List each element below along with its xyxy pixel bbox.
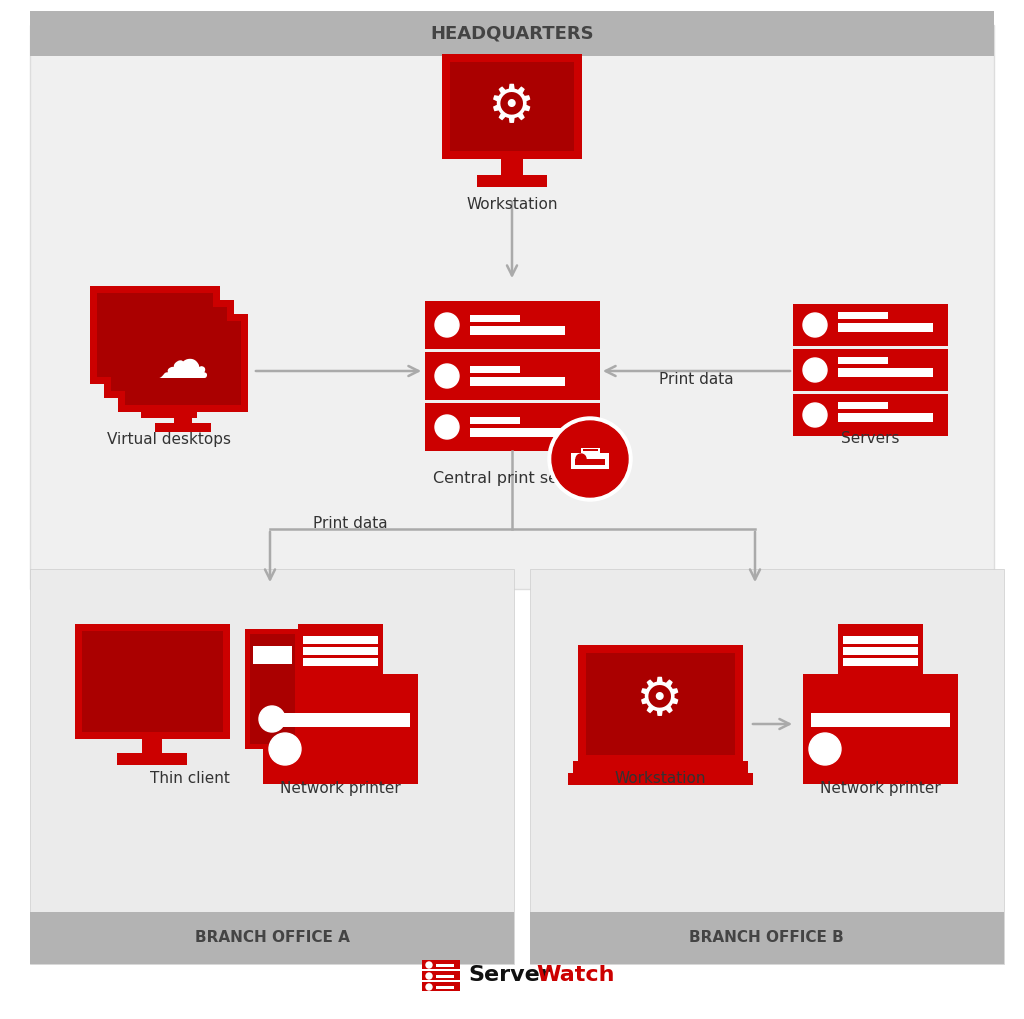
- Polygon shape: [843, 658, 918, 666]
- Polygon shape: [793, 304, 948, 346]
- Polygon shape: [811, 713, 950, 727]
- Polygon shape: [303, 636, 378, 644]
- Polygon shape: [117, 753, 187, 765]
- Text: Servers: Servers: [841, 431, 899, 446]
- Circle shape: [548, 417, 632, 501]
- Polygon shape: [838, 403, 888, 409]
- Polygon shape: [450, 62, 574, 151]
- Text: Virtual desktops: Virtual desktops: [106, 432, 231, 447]
- Circle shape: [259, 706, 285, 732]
- Polygon shape: [470, 315, 520, 322]
- Polygon shape: [127, 395, 183, 404]
- Circle shape: [435, 364, 459, 388]
- Polygon shape: [470, 326, 565, 335]
- Polygon shape: [843, 636, 918, 644]
- Polygon shape: [245, 629, 300, 749]
- Text: ☁: ☁: [157, 337, 209, 389]
- Polygon shape: [838, 357, 888, 364]
- Polygon shape: [501, 157, 523, 177]
- Polygon shape: [82, 631, 223, 732]
- Circle shape: [803, 358, 827, 382]
- Polygon shape: [581, 448, 600, 454]
- Polygon shape: [250, 634, 295, 744]
- Polygon shape: [118, 314, 248, 412]
- Text: BRANCH OFFICE B: BRANCH OFFICE B: [688, 930, 844, 946]
- Polygon shape: [530, 569, 1004, 964]
- Polygon shape: [436, 964, 454, 967]
- Polygon shape: [303, 658, 378, 666]
- Polygon shape: [578, 645, 743, 763]
- Polygon shape: [568, 773, 753, 785]
- Polygon shape: [253, 646, 292, 664]
- Polygon shape: [838, 368, 933, 377]
- Polygon shape: [436, 975, 454, 978]
- Polygon shape: [843, 647, 918, 655]
- Text: Thin client: Thin client: [151, 771, 230, 786]
- Polygon shape: [303, 647, 378, 655]
- Polygon shape: [146, 383, 164, 397]
- Polygon shape: [160, 397, 178, 411]
- Polygon shape: [575, 459, 605, 465]
- Polygon shape: [838, 624, 923, 676]
- Text: Network printer: Network printer: [280, 781, 400, 796]
- Polygon shape: [174, 411, 193, 425]
- Text: HEADQUARTERS: HEADQUARTERS: [430, 24, 594, 42]
- Polygon shape: [104, 300, 234, 398]
- Polygon shape: [573, 761, 748, 775]
- Circle shape: [803, 313, 827, 337]
- Polygon shape: [125, 321, 241, 405]
- Polygon shape: [470, 366, 520, 373]
- Polygon shape: [470, 428, 565, 437]
- Polygon shape: [90, 286, 220, 384]
- Polygon shape: [271, 713, 410, 727]
- Polygon shape: [263, 674, 418, 784]
- Polygon shape: [586, 653, 735, 755]
- Polygon shape: [583, 445, 598, 447]
- Polygon shape: [803, 674, 958, 784]
- Polygon shape: [422, 971, 460, 980]
- Circle shape: [435, 313, 459, 337]
- Text: Workstation: Workstation: [614, 771, 706, 786]
- Text: Print data: Print data: [658, 372, 733, 387]
- Polygon shape: [425, 403, 600, 451]
- Polygon shape: [30, 25, 994, 589]
- Polygon shape: [155, 423, 211, 432]
- Polygon shape: [571, 453, 609, 469]
- Polygon shape: [111, 307, 227, 391]
- Polygon shape: [470, 417, 520, 424]
- Polygon shape: [477, 175, 547, 187]
- Text: Watch: Watch: [536, 965, 614, 985]
- Text: Server: Server: [468, 965, 551, 985]
- Polygon shape: [97, 293, 213, 377]
- Circle shape: [552, 421, 628, 497]
- Polygon shape: [425, 352, 600, 400]
- Text: ⚙: ⚙: [488, 81, 536, 133]
- Text: Central print server: Central print server: [433, 471, 591, 486]
- Polygon shape: [583, 449, 598, 451]
- Polygon shape: [838, 323, 933, 332]
- Text: Workstation: Workstation: [466, 197, 558, 212]
- Circle shape: [435, 415, 459, 439]
- Text: BRANCH OFFICE A: BRANCH OFFICE A: [195, 930, 349, 946]
- Circle shape: [575, 454, 586, 464]
- Polygon shape: [838, 312, 888, 319]
- Polygon shape: [30, 912, 514, 964]
- Polygon shape: [422, 982, 460, 991]
- Circle shape: [803, 403, 827, 427]
- Polygon shape: [30, 569, 514, 964]
- Polygon shape: [470, 377, 565, 386]
- Text: Network printer: Network printer: [819, 781, 940, 796]
- Polygon shape: [436, 986, 454, 989]
- Polygon shape: [30, 11, 994, 56]
- Polygon shape: [793, 348, 948, 391]
- Polygon shape: [142, 738, 162, 755]
- Circle shape: [426, 962, 432, 968]
- Text: ⚙: ⚙: [636, 674, 684, 726]
- Polygon shape: [298, 624, 383, 676]
- Polygon shape: [75, 624, 230, 739]
- Circle shape: [426, 984, 432, 990]
- Polygon shape: [141, 409, 197, 418]
- Polygon shape: [583, 441, 598, 443]
- Circle shape: [426, 973, 432, 979]
